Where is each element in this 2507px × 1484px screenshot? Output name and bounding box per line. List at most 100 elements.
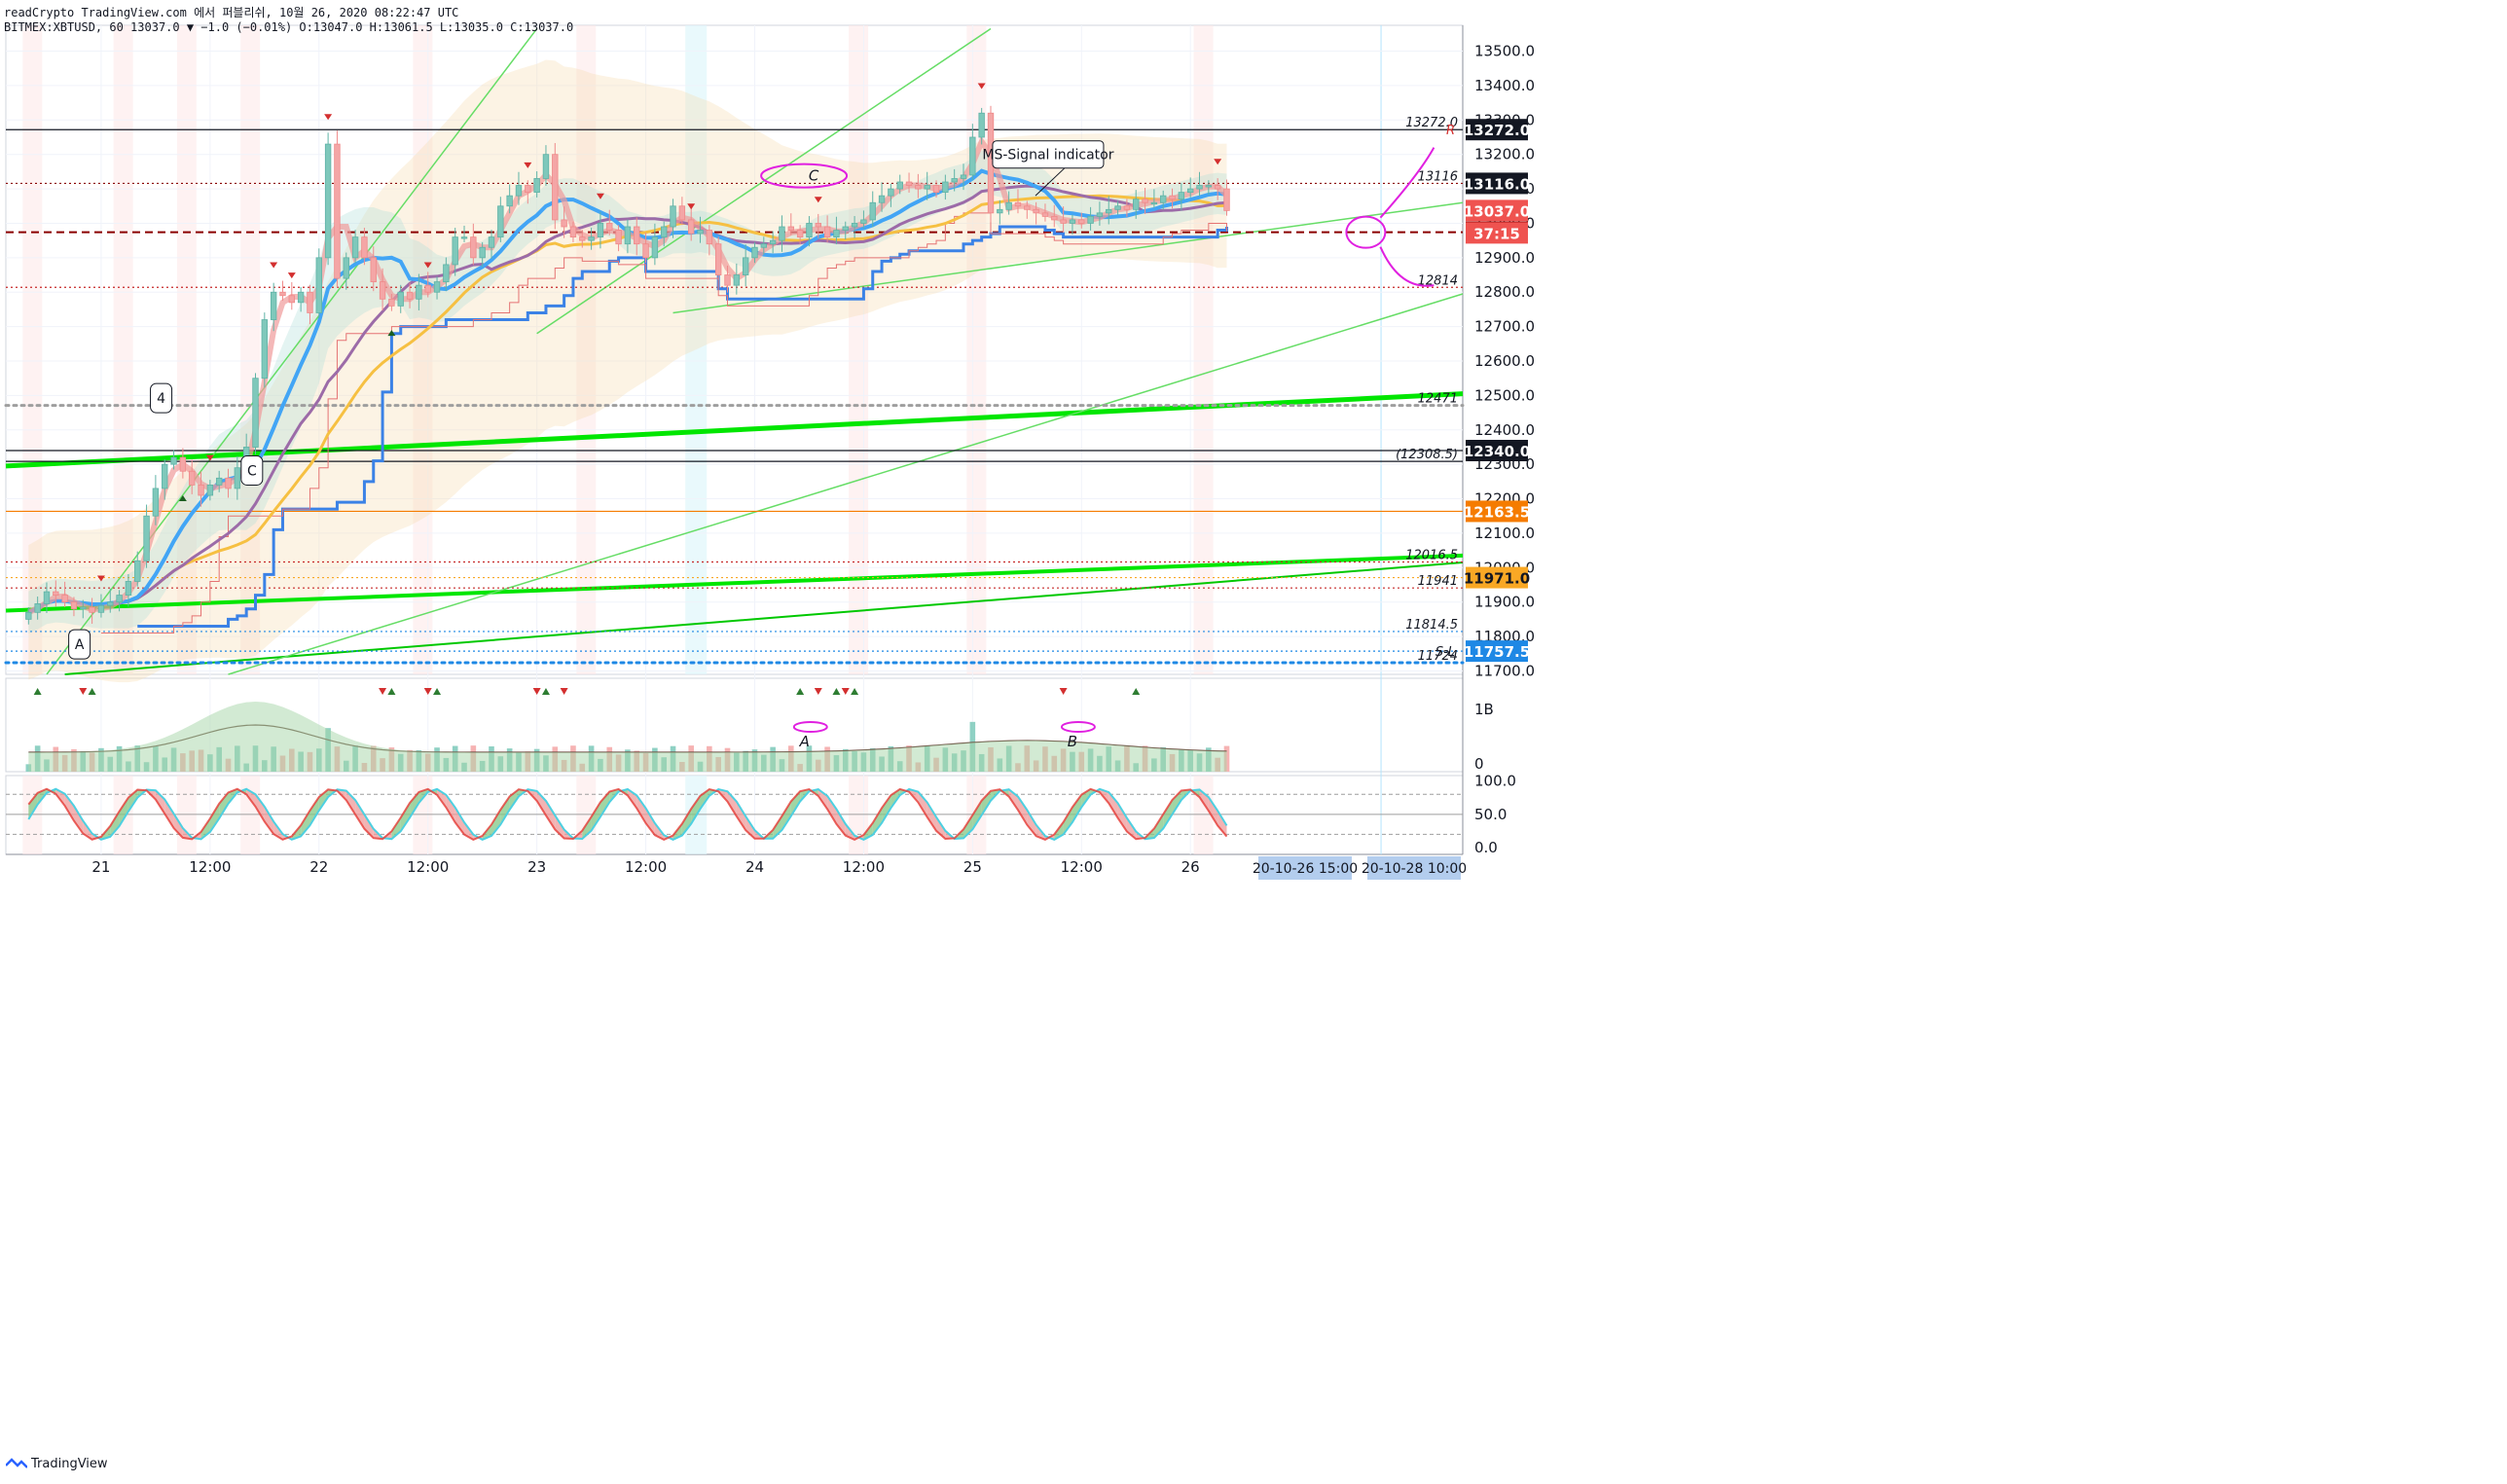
candle-body	[43, 591, 51, 604]
candle	[1178, 183, 1185, 211]
volume-highlight	[792, 721, 828, 733]
candle	[706, 225, 713, 256]
candle-body	[143, 515, 150, 561]
candle-body	[978, 112, 985, 138]
trendline	[46, 28, 538, 675]
session-shade	[966, 25, 987, 674]
candle-body	[697, 230, 704, 235]
candle-body	[1087, 215, 1094, 224]
time-tick-label: 12:00	[625, 858, 667, 876]
candle	[697, 216, 704, 243]
candle	[860, 210, 867, 229]
oscillator-fill	[255, 794, 265, 822]
candle	[905, 172, 913, 193]
candle-body	[624, 226, 632, 245]
oscillator-fill	[509, 789, 519, 811]
oscillator-fill	[872, 808, 883, 836]
sell-arrow	[1214, 159, 1222, 165]
candle-body	[642, 243, 649, 259]
candle	[1114, 200, 1121, 215]
oscillator-fill	[882, 795, 891, 823]
candle	[823, 215, 831, 242]
buy-arrow	[387, 330, 396, 337]
trendline	[228, 293, 1464, 675]
price-badge-label: 12340.0	[1464, 443, 1530, 460]
volume-buy-arrow	[541, 688, 550, 695]
candle	[1142, 188, 1148, 214]
price-level-tag: R	[1446, 124, 1455, 138]
candle-body	[388, 298, 395, 307]
oscillator-fill	[918, 791, 927, 817]
price-tick-label: 12500.0	[1474, 386, 1535, 404]
oscillator-fill	[28, 792, 38, 819]
signal-arrows	[96, 83, 1222, 582]
candle	[1186, 177, 1194, 198]
tradingview-logo[interactable]: TradingView	[6, 1457, 108, 1471]
session-shade	[1193, 25, 1214, 674]
candle-body	[1186, 188, 1194, 194]
candle	[615, 225, 622, 252]
candle	[779, 215, 785, 252]
time-tick-label: 21	[91, 858, 110, 876]
candle	[443, 257, 450, 292]
candle-body	[1150, 201, 1158, 205]
candle	[1024, 200, 1031, 219]
candle	[397, 284, 404, 313]
candle-body	[1096, 212, 1104, 217]
candle-body	[424, 284, 431, 293]
candle	[597, 211, 604, 249]
sell-arrow	[270, 262, 278, 269]
candle-body	[634, 226, 640, 245]
volume-buy-arrow	[1132, 688, 1141, 695]
candle	[53, 580, 59, 607]
candle	[288, 281, 296, 310]
time-badge	[1258, 856, 1352, 880]
price-tick-label: 12800.0	[1474, 283, 1535, 301]
session-shade	[413, 776, 433, 854]
candle-body	[1060, 219, 1067, 224]
sell-arrow	[596, 193, 604, 199]
candle	[533, 171, 540, 198]
price-level-label: 11941	[1418, 574, 1458, 589]
price-scale: 11700.011800.011900.012000.012100.012200…	[1464, 43, 1535, 680]
oscillator-fill	[545, 801, 556, 830]
price-badge	[1466, 500, 1528, 523]
step-lines	[100, 212, 1228, 634]
candle	[479, 241, 486, 268]
oscillator-fill	[355, 800, 365, 829]
oscillator-fill	[219, 792, 229, 819]
candle	[714, 236, 722, 280]
callout-pointer	[1035, 167, 1066, 197]
candle-body	[1033, 208, 1039, 214]
price-tick-label: 12600.0	[1474, 352, 1535, 370]
candle	[416, 273, 422, 310]
candle	[878, 182, 886, 212]
candle-body	[678, 205, 686, 221]
session-shade-cyan	[685, 25, 708, 674]
price-tick-label: 11700.0	[1474, 662, 1535, 679]
oscillator-fill	[119, 797, 128, 826]
candle	[769, 231, 777, 254]
candle-body	[815, 223, 821, 228]
session-shade	[176, 776, 197, 854]
trendline	[672, 201, 1464, 314]
candle	[170, 450, 177, 470]
volume-buy-arrow	[433, 688, 442, 695]
candle	[978, 107, 985, 145]
candle-body	[569, 226, 577, 238]
oscillator-fill	[981, 790, 991, 815]
candle-body	[924, 185, 930, 190]
candle-body	[842, 226, 849, 231]
volume-sell-arrow	[814, 688, 822, 695]
time-tick-label: 25	[963, 858, 982, 876]
candle-body	[561, 219, 567, 228]
time-tick-label: 22	[309, 858, 328, 876]
candle-body	[706, 230, 713, 245]
candle-body	[833, 230, 840, 238]
candle-body	[1196, 185, 1203, 190]
candle	[315, 248, 322, 318]
candle-body	[932, 185, 940, 194]
sell-arrow	[287, 272, 296, 279]
candle	[152, 475, 160, 525]
